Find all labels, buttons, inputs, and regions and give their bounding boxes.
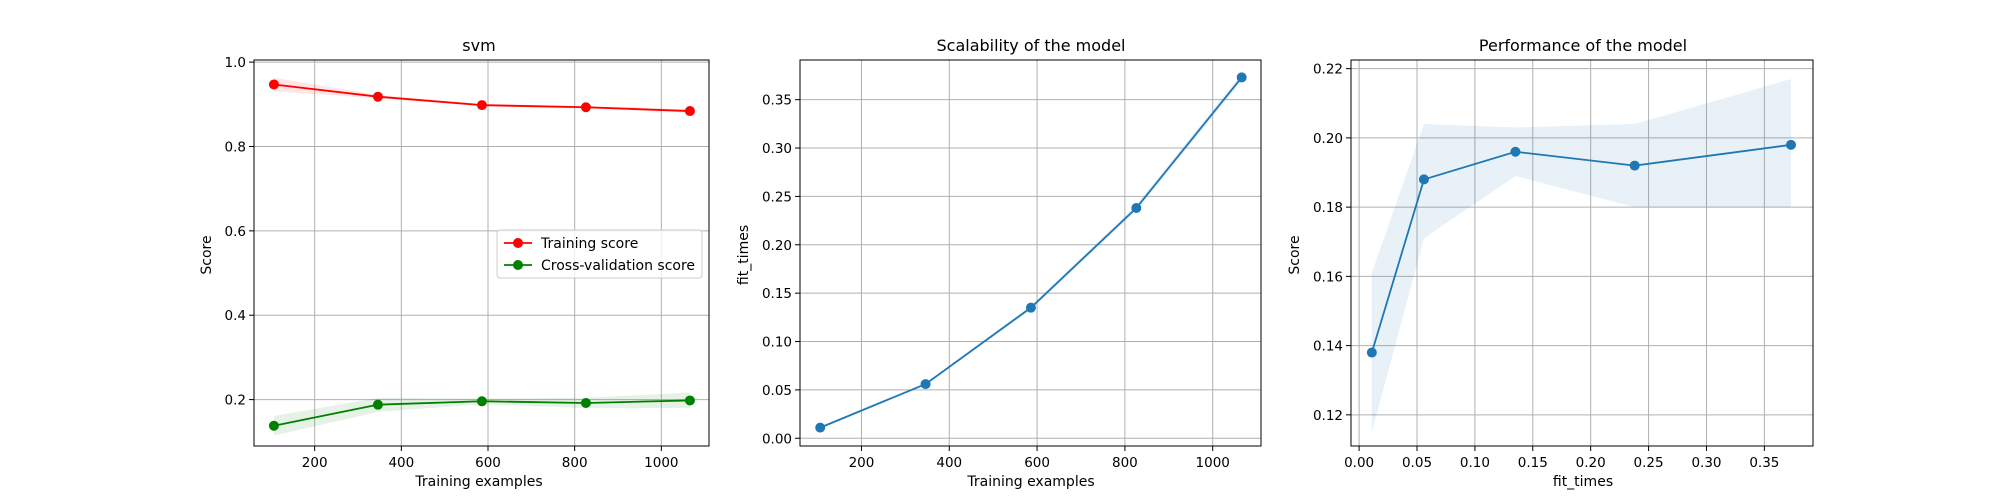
legend-marker xyxy=(513,260,523,270)
data-point xyxy=(372,399,383,410)
series-line xyxy=(819,76,1243,429)
x-axis-label: Training examples xyxy=(414,474,542,490)
x-tick-label: 600 xyxy=(475,455,501,471)
y-tick-label: 0.25 xyxy=(762,189,792,205)
y-tick-label: 0.22 xyxy=(1313,62,1343,78)
y-tick-label: 0.20 xyxy=(1313,131,1343,147)
y-tick-label: 0.4 xyxy=(225,308,246,324)
grid xyxy=(1351,60,1813,446)
chart-title: svm xyxy=(462,36,495,55)
y-tick-label: 0.05 xyxy=(762,383,792,399)
legend-marker xyxy=(513,238,523,248)
x-tick-label: 400 xyxy=(388,455,414,471)
plot-performance: Performance of the model fit_times Score… xyxy=(1287,36,1814,490)
data-point xyxy=(1418,174,1429,185)
data-point xyxy=(1786,139,1796,150)
plot-svm: svm Training examples Score 200 400 600 800… xyxy=(199,36,710,490)
ticks: 200 400 600 800 1000 0.2 0.4 0.6 0.8 1.0 xyxy=(225,55,679,471)
axes-frame xyxy=(799,59,1262,447)
legend-label: Training score xyxy=(540,236,638,252)
confidence-band xyxy=(820,73,1242,429)
x-tick-label: 0.00 xyxy=(1344,455,1374,471)
axes-frame xyxy=(1350,59,1814,447)
y-tick-label: 0.20 xyxy=(762,238,792,254)
y-tick-label: 0.10 xyxy=(762,335,792,351)
y-tick-label: 0.6 xyxy=(225,224,246,240)
chart-title: Performance of the model xyxy=(1479,36,1687,55)
data-point xyxy=(372,91,383,102)
data-point xyxy=(476,100,487,111)
y-axis-label: Score xyxy=(1287,235,1303,274)
axes-frame xyxy=(253,59,710,447)
series-0 xyxy=(1366,79,1796,433)
legend-item: Training score xyxy=(504,236,638,252)
x-tick-label: 0.10 xyxy=(1460,455,1490,471)
data-point xyxy=(1510,146,1521,157)
x-tick-label: 0.15 xyxy=(1518,455,1548,471)
legend: Training score Cross-validation score xyxy=(496,229,703,279)
y-tick-label: 0.15 xyxy=(762,286,792,302)
series-0 xyxy=(815,72,1247,433)
data-point xyxy=(268,420,279,431)
y-tick-label: 0.14 xyxy=(1313,339,1343,355)
y-tick-label: 0.16 xyxy=(1313,269,1343,285)
data-point xyxy=(815,422,826,433)
x-tick-label: 0.05 xyxy=(1402,455,1432,471)
x-tick-label: 600 xyxy=(1024,455,1050,471)
data-point xyxy=(684,106,695,117)
data-point xyxy=(476,396,487,407)
data-point xyxy=(268,79,279,90)
y-axis-label: Score xyxy=(199,235,215,274)
ticks: 0.00 0.05 0.10 0.15 0.20 0.25 0.30 0.35 0.12 0.14… xyxy=(1313,62,1779,471)
x-axis-label: fit_times xyxy=(1553,474,1613,490)
data-point xyxy=(1025,302,1036,313)
data-point xyxy=(1366,347,1377,358)
x-tick-label: 1000 xyxy=(644,455,678,471)
y-tick-label: 0.2 xyxy=(225,393,246,409)
x-tick-label: 800 xyxy=(562,455,588,471)
x-tick-label: 200 xyxy=(849,455,875,471)
data-point xyxy=(1131,203,1142,214)
y-axis-label: fit_times xyxy=(736,225,752,285)
y-tick-label: 0.8 xyxy=(225,139,246,155)
data-point xyxy=(1629,160,1640,171)
x-tick-label: 400 xyxy=(936,455,962,471)
y-tick-label: 0.00 xyxy=(762,431,792,447)
data-point xyxy=(580,102,591,113)
confidence-band xyxy=(1371,79,1791,433)
series-0 xyxy=(268,77,695,117)
x-tick-label: 0.20 xyxy=(1576,455,1606,471)
plot-scalability: Scalability of the model Training exampl… xyxy=(736,36,1262,490)
grid xyxy=(800,60,1261,446)
legend-item: Cross-validation score xyxy=(504,258,695,274)
ticks: 200 400 600 800 1000 0.00 0.05 0.10 0.15 0.20 0.25… xyxy=(762,93,1230,471)
x-axis-label: Training examples xyxy=(966,474,1094,490)
y-tick-label: 0.12 xyxy=(1313,408,1343,424)
x-tick-label: 0.30 xyxy=(1691,455,1721,471)
data-point xyxy=(684,395,695,406)
x-tick-label: 0.25 xyxy=(1634,455,1664,471)
y-tick-label: 0.18 xyxy=(1313,200,1343,216)
data-point xyxy=(580,397,591,408)
legend-box xyxy=(496,229,703,279)
x-tick-label: 0.35 xyxy=(1749,455,1779,471)
series-1 xyxy=(268,392,695,436)
y-tick-label: 0.30 xyxy=(762,141,792,157)
legend-label: Cross-validation score xyxy=(541,258,695,274)
data-point xyxy=(920,379,931,390)
x-tick-label: 1000 xyxy=(1196,455,1230,471)
y-tick-label: 0.35 xyxy=(762,93,792,109)
x-tick-label: 800 xyxy=(1112,455,1138,471)
chart-title: Scalability of the model xyxy=(937,36,1126,55)
data-point xyxy=(1236,72,1247,83)
y-tick-label: 1.0 xyxy=(225,55,246,71)
x-tick-label: 200 xyxy=(302,455,328,471)
